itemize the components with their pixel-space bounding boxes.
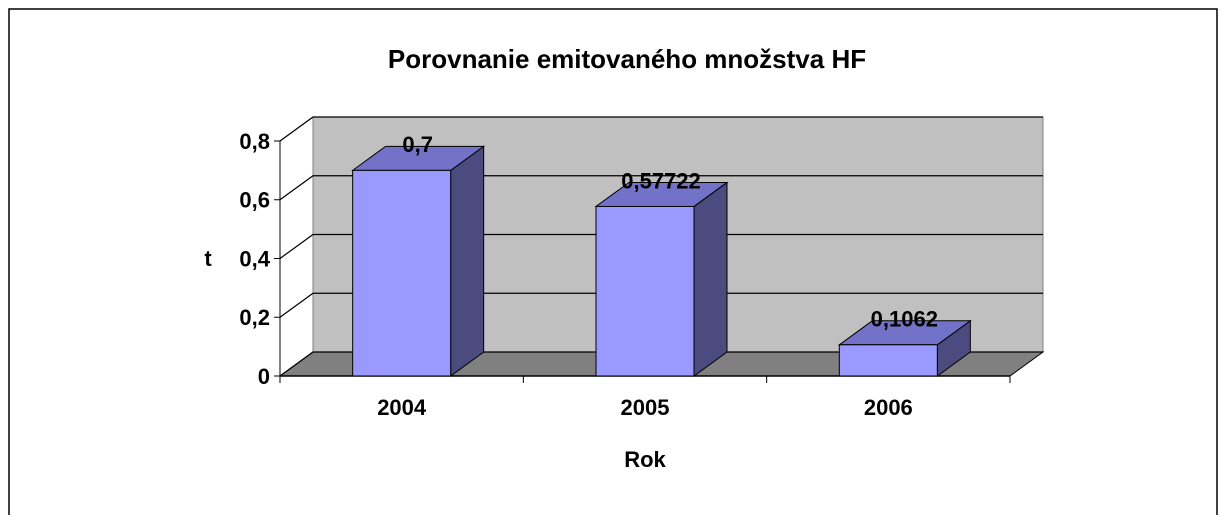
y-axis-label: t [204, 246, 212, 271]
grid-line [279, 351, 1043, 377]
data-label: 0,1062 [871, 307, 938, 332]
x-axis-label: Rok [624, 447, 666, 472]
x-tick-label: 2006 [864, 395, 913, 420]
y-tick-label: 0,6 [239, 188, 270, 213]
bar-side [693, 181, 728, 377]
bar [595, 205, 695, 377]
bar [352, 169, 452, 377]
grid-line [279, 292, 1043, 318]
grid-line [279, 233, 1043, 259]
chart-title: Porovnanie emitovaného množstva HF [388, 44, 866, 74]
x-tick-label: 2005 [621, 395, 670, 420]
grid-line [279, 116, 1043, 142]
bar-side [450, 145, 485, 377]
y-tick-label: 0,8 [239, 129, 270, 154]
grid-line [279, 175, 1043, 201]
data-label: 0,57722 [621, 168, 701, 193]
x-tick-label: 2004 [377, 395, 427, 420]
data-label: 0,7 [402, 132, 433, 157]
y-tick-label: 0,4 [239, 246, 270, 271]
bar [838, 344, 938, 377]
y-tick-label: 0 [258, 364, 270, 389]
y-tick-label: 0,2 [239, 305, 270, 330]
